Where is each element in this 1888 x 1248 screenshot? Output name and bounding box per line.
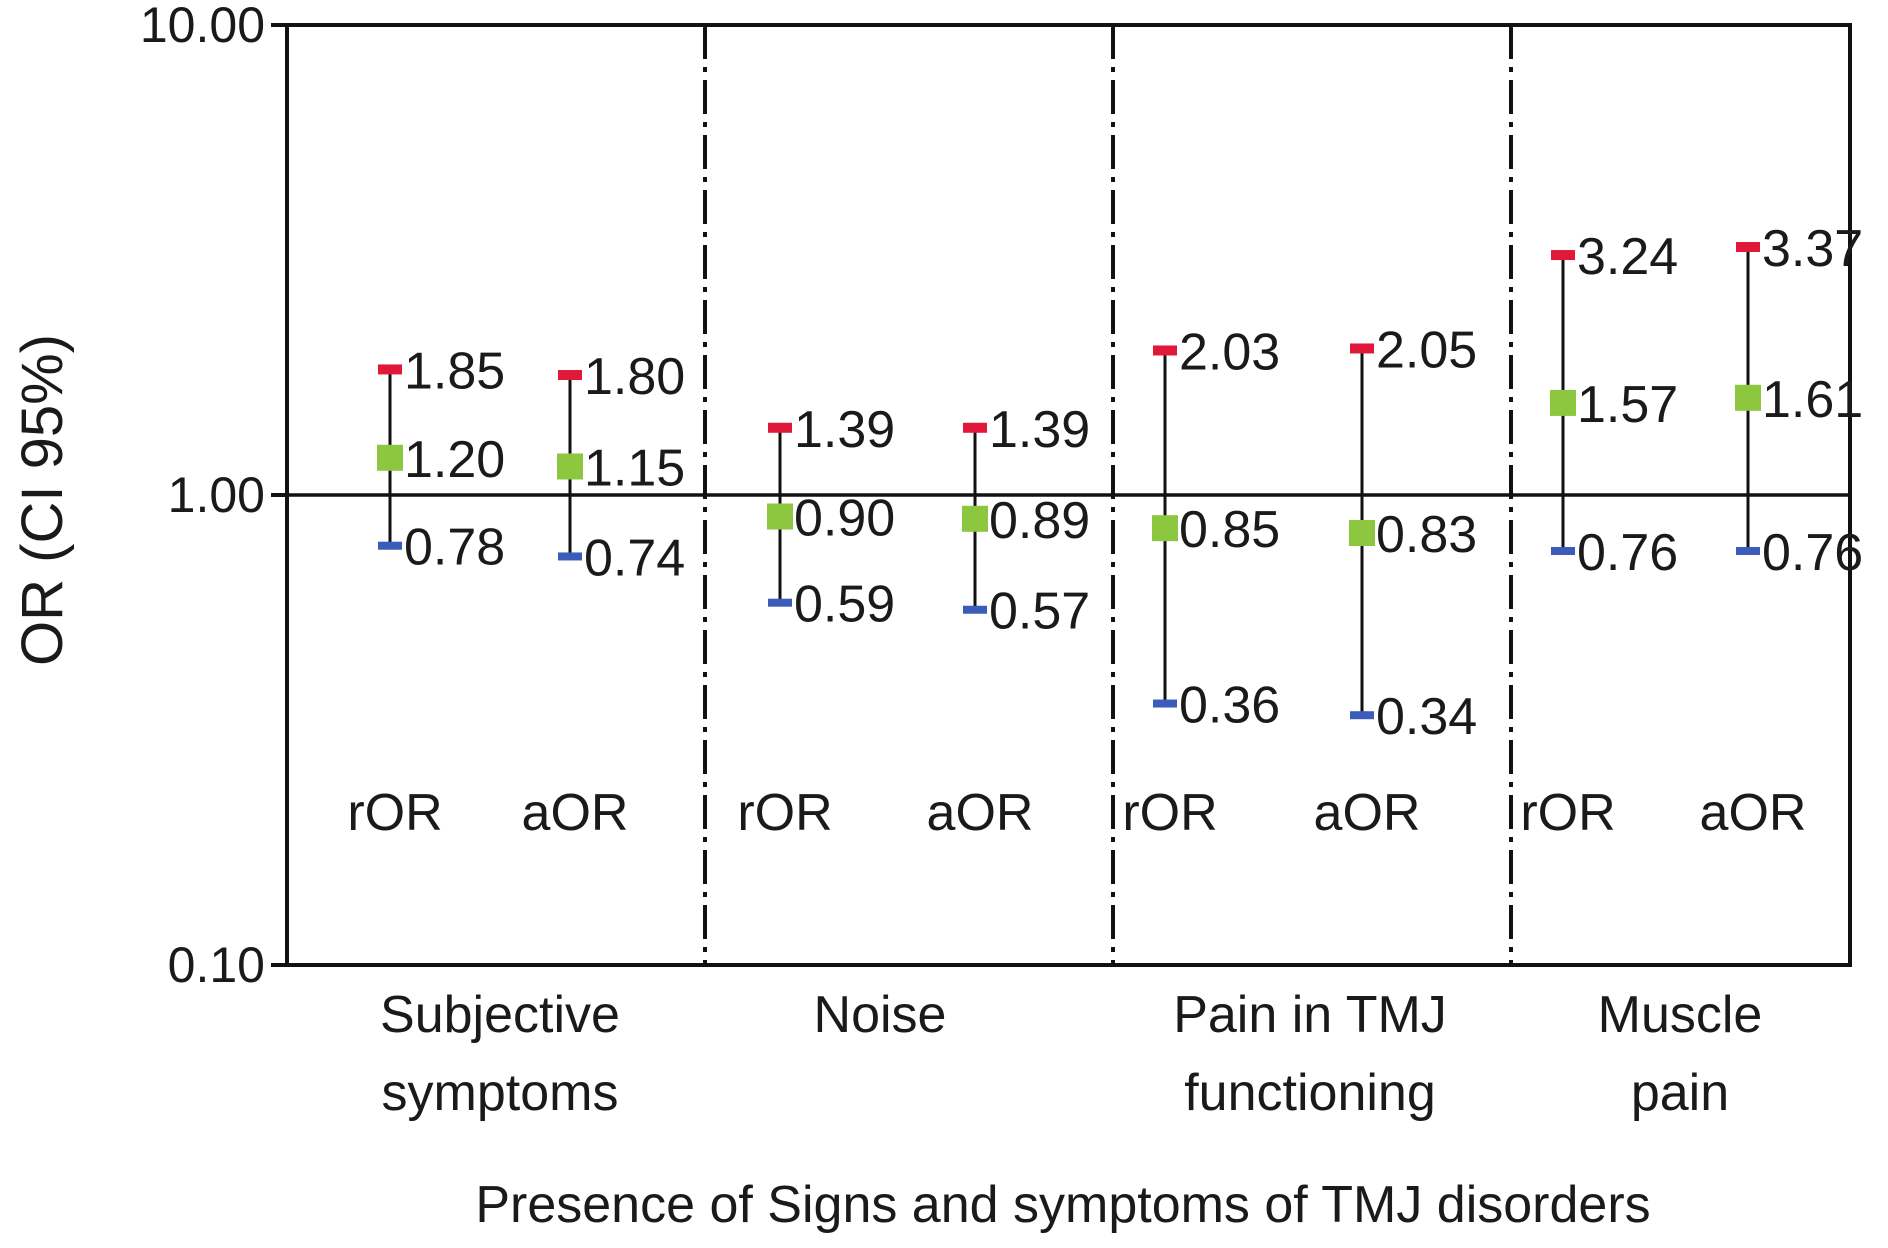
upper-ci-marker bbox=[963, 422, 987, 433]
ratio-type-label: aOR bbox=[927, 784, 1034, 842]
odds-ratio-label: 1.20 bbox=[404, 431, 505, 489]
group-category-label: pain bbox=[1631, 1064, 1729, 1122]
ratio-type-label: rOR bbox=[1520, 784, 1615, 842]
lower-ci-label: 0.36 bbox=[1179, 677, 1280, 735]
lower-ci-marker bbox=[1350, 711, 1374, 720]
upper-ci-label: 1.39 bbox=[794, 401, 895, 459]
group-category-label: Noise bbox=[814, 986, 947, 1044]
lower-ci-label: 0.59 bbox=[794, 576, 895, 634]
lower-ci-marker bbox=[1153, 699, 1177, 708]
lower-ci-label: 0.76 bbox=[1762, 524, 1863, 582]
odds-ratio-marker bbox=[557, 453, 583, 480]
error-bars-layer bbox=[377, 242, 1761, 720]
upper-ci-marker bbox=[768, 422, 792, 433]
upper-ci-label: 1.80 bbox=[584, 348, 685, 406]
upper-ci-marker bbox=[1153, 345, 1177, 356]
odds-ratio-marker bbox=[1550, 389, 1576, 416]
lower-ci-label: 0.78 bbox=[404, 519, 505, 577]
odds-ratio-label: 0.89 bbox=[989, 492, 1090, 550]
upper-ci-marker bbox=[1551, 250, 1575, 261]
upper-ci-marker bbox=[378, 364, 402, 375]
odds-ratio-marker bbox=[1152, 515, 1178, 542]
y-tick-label: 1.00 bbox=[168, 467, 265, 523]
ratio-type-label: rOR bbox=[737, 784, 832, 842]
ratio-type-label: aOR bbox=[1700, 784, 1807, 842]
y-axis-title: OR (CI 95%) bbox=[10, 334, 75, 666]
odds-ratio-label: 1.15 bbox=[584, 439, 685, 497]
lower-ci-marker bbox=[1736, 547, 1760, 556]
lower-ci-label: 0.76 bbox=[1577, 524, 1678, 582]
group-category-label: symptoms bbox=[382, 1064, 619, 1122]
upper-ci-marker bbox=[1350, 343, 1374, 354]
upper-ci-label: 1.39 bbox=[989, 401, 1090, 459]
y-tick-label: 0.10 bbox=[168, 937, 265, 993]
y-tick-label: 10.00 bbox=[140, 0, 265, 53]
odds-ratio-marker bbox=[377, 444, 403, 471]
ratio-type-label: rOR bbox=[347, 784, 442, 842]
odds-ratio-marker bbox=[962, 505, 988, 532]
odds-ratio-marker bbox=[767, 503, 793, 530]
ratio-type-label: aOR bbox=[522, 784, 629, 842]
lower-ci-marker bbox=[378, 541, 402, 550]
lower-ci-label: 0.57 bbox=[989, 583, 1090, 641]
group-category-label: Pain in TMJ bbox=[1173, 986, 1447, 1044]
lower-ci-label: 0.74 bbox=[584, 529, 685, 587]
plot-frame-layer bbox=[271, 23, 1852, 967]
upper-ci-label: 2.05 bbox=[1376, 321, 1477, 379]
ratio-type-label: aOR bbox=[1314, 784, 1421, 842]
ratio-type-label: rOR bbox=[1122, 784, 1217, 842]
lower-ci-marker bbox=[963, 605, 987, 614]
group-category-label: Subjective bbox=[380, 986, 620, 1044]
upper-ci-label: 1.85 bbox=[404, 342, 505, 400]
upper-ci-label: 2.03 bbox=[1179, 323, 1280, 381]
lower-ci-marker bbox=[558, 552, 582, 561]
odds-ratio-marker bbox=[1349, 520, 1375, 547]
upper-ci-marker bbox=[1736, 242, 1760, 253]
odds-ratio-label: 0.90 bbox=[794, 490, 895, 548]
odds-ratio-label: 0.83 bbox=[1376, 506, 1477, 564]
lower-ci-label: 0.34 bbox=[1376, 688, 1477, 746]
group-category-label: Muscle bbox=[1598, 986, 1763, 1044]
odds-ratio-marker bbox=[1735, 384, 1761, 411]
upper-ci-label: 3.24 bbox=[1577, 228, 1678, 286]
x-axis-title: Presence of Signs and symptoms of TMJ di… bbox=[475, 1176, 1650, 1234]
upper-ci-marker bbox=[558, 370, 582, 381]
group-category-label: functioning bbox=[1184, 1064, 1436, 1122]
odds-ratio-label: 0.85 bbox=[1179, 501, 1280, 559]
odds-ratio-label: 1.57 bbox=[1577, 376, 1678, 434]
upper-ci-label: 3.37 bbox=[1762, 220, 1863, 278]
labels-layer: OR (CI 95%) Presence of Signs and sympto… bbox=[10, 0, 1863, 1234]
lower-ci-marker bbox=[1551, 547, 1575, 556]
lower-ci-marker bbox=[768, 598, 792, 607]
odds-ratio-label: 1.61 bbox=[1762, 371, 1863, 429]
